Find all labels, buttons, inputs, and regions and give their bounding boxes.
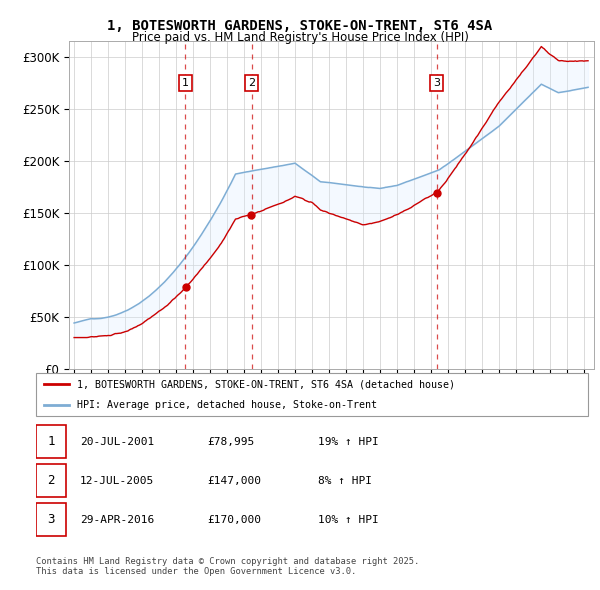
Text: 3: 3 [433, 78, 440, 88]
Text: HPI: Average price, detached house, Stoke-on-Trent: HPI: Average price, detached house, Stok… [77, 401, 377, 410]
Text: 8% ↑ HPI: 8% ↑ HPI [317, 476, 371, 486]
Text: 12-JUL-2005: 12-JUL-2005 [80, 476, 154, 486]
FancyBboxPatch shape [36, 373, 588, 416]
FancyBboxPatch shape [36, 425, 67, 458]
Text: 1, BOTESWORTH GARDENS, STOKE-ON-TRENT, ST6 4SA: 1, BOTESWORTH GARDENS, STOKE-ON-TRENT, S… [107, 19, 493, 33]
Text: £78,995: £78,995 [207, 437, 254, 447]
Text: 10% ↑ HPI: 10% ↑ HPI [317, 515, 378, 525]
Text: 29-APR-2016: 29-APR-2016 [80, 515, 154, 525]
Text: 20-JUL-2001: 20-JUL-2001 [80, 437, 154, 447]
FancyBboxPatch shape [36, 503, 67, 536]
Text: 3: 3 [47, 513, 55, 526]
Text: Contains HM Land Registry data © Crown copyright and database right 2025.
This d: Contains HM Land Registry data © Crown c… [36, 557, 419, 576]
Text: 1: 1 [182, 78, 189, 88]
Text: Price paid vs. HM Land Registry's House Price Index (HPI): Price paid vs. HM Land Registry's House … [131, 31, 469, 44]
Text: 2: 2 [47, 474, 55, 487]
FancyBboxPatch shape [36, 464, 67, 497]
Text: 2: 2 [248, 78, 255, 88]
Text: 1, BOTESWORTH GARDENS, STOKE-ON-TRENT, ST6 4SA (detached house): 1, BOTESWORTH GARDENS, STOKE-ON-TRENT, S… [77, 379, 455, 389]
Text: 19% ↑ HPI: 19% ↑ HPI [317, 437, 378, 447]
Text: £170,000: £170,000 [207, 515, 261, 525]
Text: £147,000: £147,000 [207, 476, 261, 486]
Text: 1: 1 [47, 435, 55, 448]
